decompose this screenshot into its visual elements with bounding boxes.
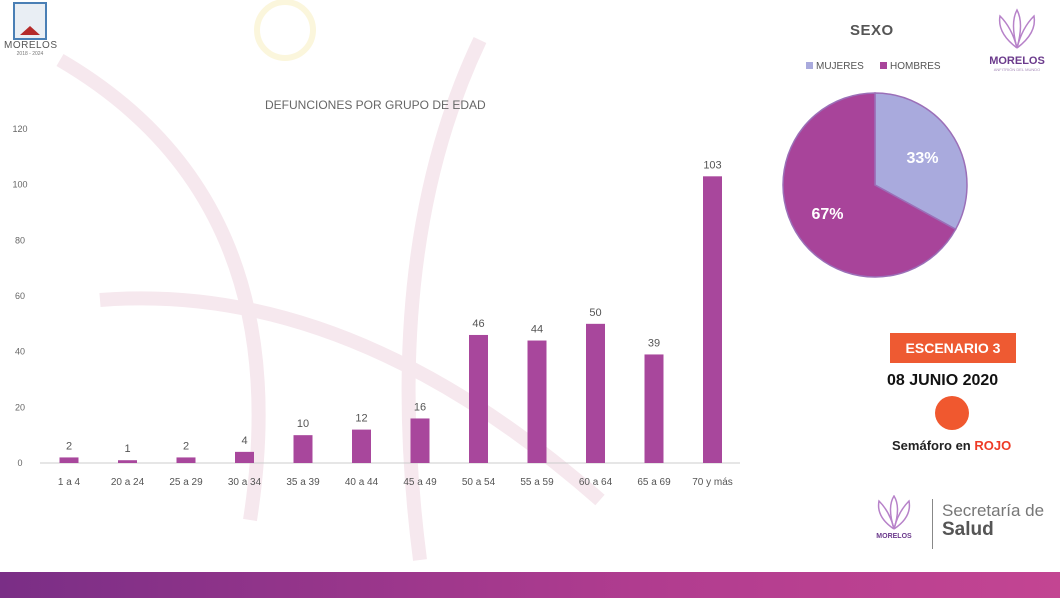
pie-chart-title: SEXO <box>850 22 894 39</box>
y-tick-label: 40 <box>15 347 25 357</box>
footer-band <box>0 572 1060 598</box>
bar <box>352 429 371 463</box>
x-tick-label: 40 a 44 <box>345 477 379 488</box>
bar <box>59 457 79 463</box>
y-tick-label: 20 <box>15 402 25 412</box>
bar-value-label: 44 <box>531 324 543 336</box>
pie-slice-mujeres <box>874 92 968 231</box>
bar <box>410 418 430 463</box>
x-tick-label: 60 a 64 <box>579 477 613 488</box>
legend-hombres: HOMBRES <box>880 61 941 72</box>
bar-value-label: 12 <box>355 413 367 425</box>
pie-slice-label: 33% <box>906 150 938 167</box>
pie-slice-label: 67% <box>811 206 843 223</box>
bar-chart-title: DEFUNCIONES POR GRUPO DE EDAD <box>265 98 486 112</box>
legend-mujeres: MUJERES <box>806 61 864 72</box>
bar-value-label: 4 <box>241 435 247 447</box>
morelos-seal-logo: MORELOS 2018 - 2024 <box>4 2 57 57</box>
x-tick-label: 1 a 4 <box>58 477 81 488</box>
y-tick-label: 60 <box>15 291 25 301</box>
pie-chart: 33% 67% <box>782 92 968 278</box>
bar <box>176 457 196 463</box>
semaforo-status: Semáforo en ROJO <box>892 438 1012 453</box>
y-tick-label: 80 <box>15 235 25 245</box>
bar-value-label: 39 <box>648 337 660 349</box>
bar-value-label: 1 <box>124 443 130 455</box>
bar-value-label: 2 <box>183 440 189 452</box>
x-tick-label: 65 a 69 <box>637 477 671 488</box>
x-tick-label: 20 a 24 <box>111 477 145 488</box>
x-tick-label: 55 a 59 <box>520 477 554 488</box>
bar-value-label: 10 <box>297 418 309 430</box>
morelos-brand-logo: MORELOS ANFITRIÓN DEL MUNDO <box>982 8 1052 72</box>
divider <box>932 499 933 549</box>
bar-value-label: 103 <box>703 159 721 171</box>
bar <box>644 354 664 463</box>
seal-icon <box>13 2 47 40</box>
bar <box>586 323 605 463</box>
bar <box>118 460 137 463</box>
bar <box>469 334 488 463</box>
bar <box>703 176 722 464</box>
bar-value-label: 50 <box>589 307 601 319</box>
lotus-icon <box>877 494 911 530</box>
x-tick-label: 35 a 39 <box>286 477 320 488</box>
y-tick-label: 100 <box>12 180 27 190</box>
x-tick-label: 70 y más <box>692 477 733 488</box>
report-date: 08 JUNIO 2020 <box>887 372 999 389</box>
x-tick-label: 50 a 54 <box>462 477 496 488</box>
bar-value-label: 16 <box>414 401 426 413</box>
y-tick-label: 120 <box>12 124 27 134</box>
x-tick-label: 45 a 49 <box>403 477 437 488</box>
bar-value-label: 46 <box>472 318 484 330</box>
bar-chart: 0 20 40 60 80 100 120 2 1 a 4 1 20 a 24 2 25 a 29 4 30… <box>12 124 740 488</box>
bar-value-label: 2 <box>66 440 72 452</box>
x-tick-label: 30 a 34 <box>228 477 262 488</box>
y-tick-label: 0 <box>17 458 22 468</box>
traffic-light-indicator <box>935 396 969 430</box>
bar <box>293 435 313 463</box>
pie-slice-hombres <box>782 92 957 278</box>
scenario-badge: ESCENARIO 3 <box>890 333 1016 363</box>
bar <box>527 340 547 463</box>
lotus-icon <box>998 8 1036 49</box>
x-tick-label: 25 a 29 <box>169 477 203 488</box>
bar <box>235 451 254 463</box>
